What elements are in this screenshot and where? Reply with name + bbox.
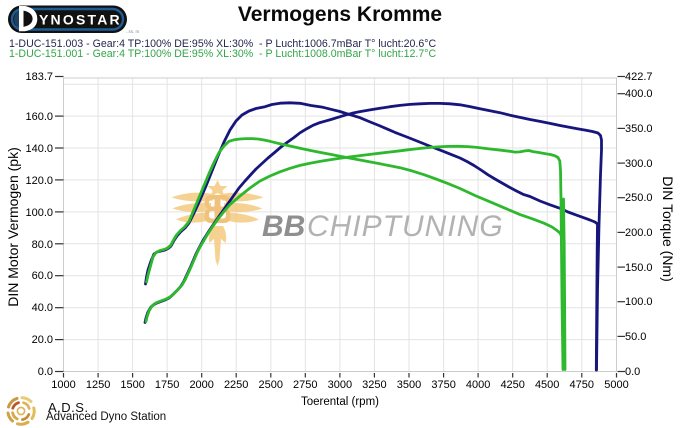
svg-text:BB: BB — [262, 210, 305, 243]
svg-text:CHIPTUNING: CHIPTUNING — [307, 210, 504, 243]
svg-text:YNOSTAR: YNOSTAR — [39, 12, 122, 28]
